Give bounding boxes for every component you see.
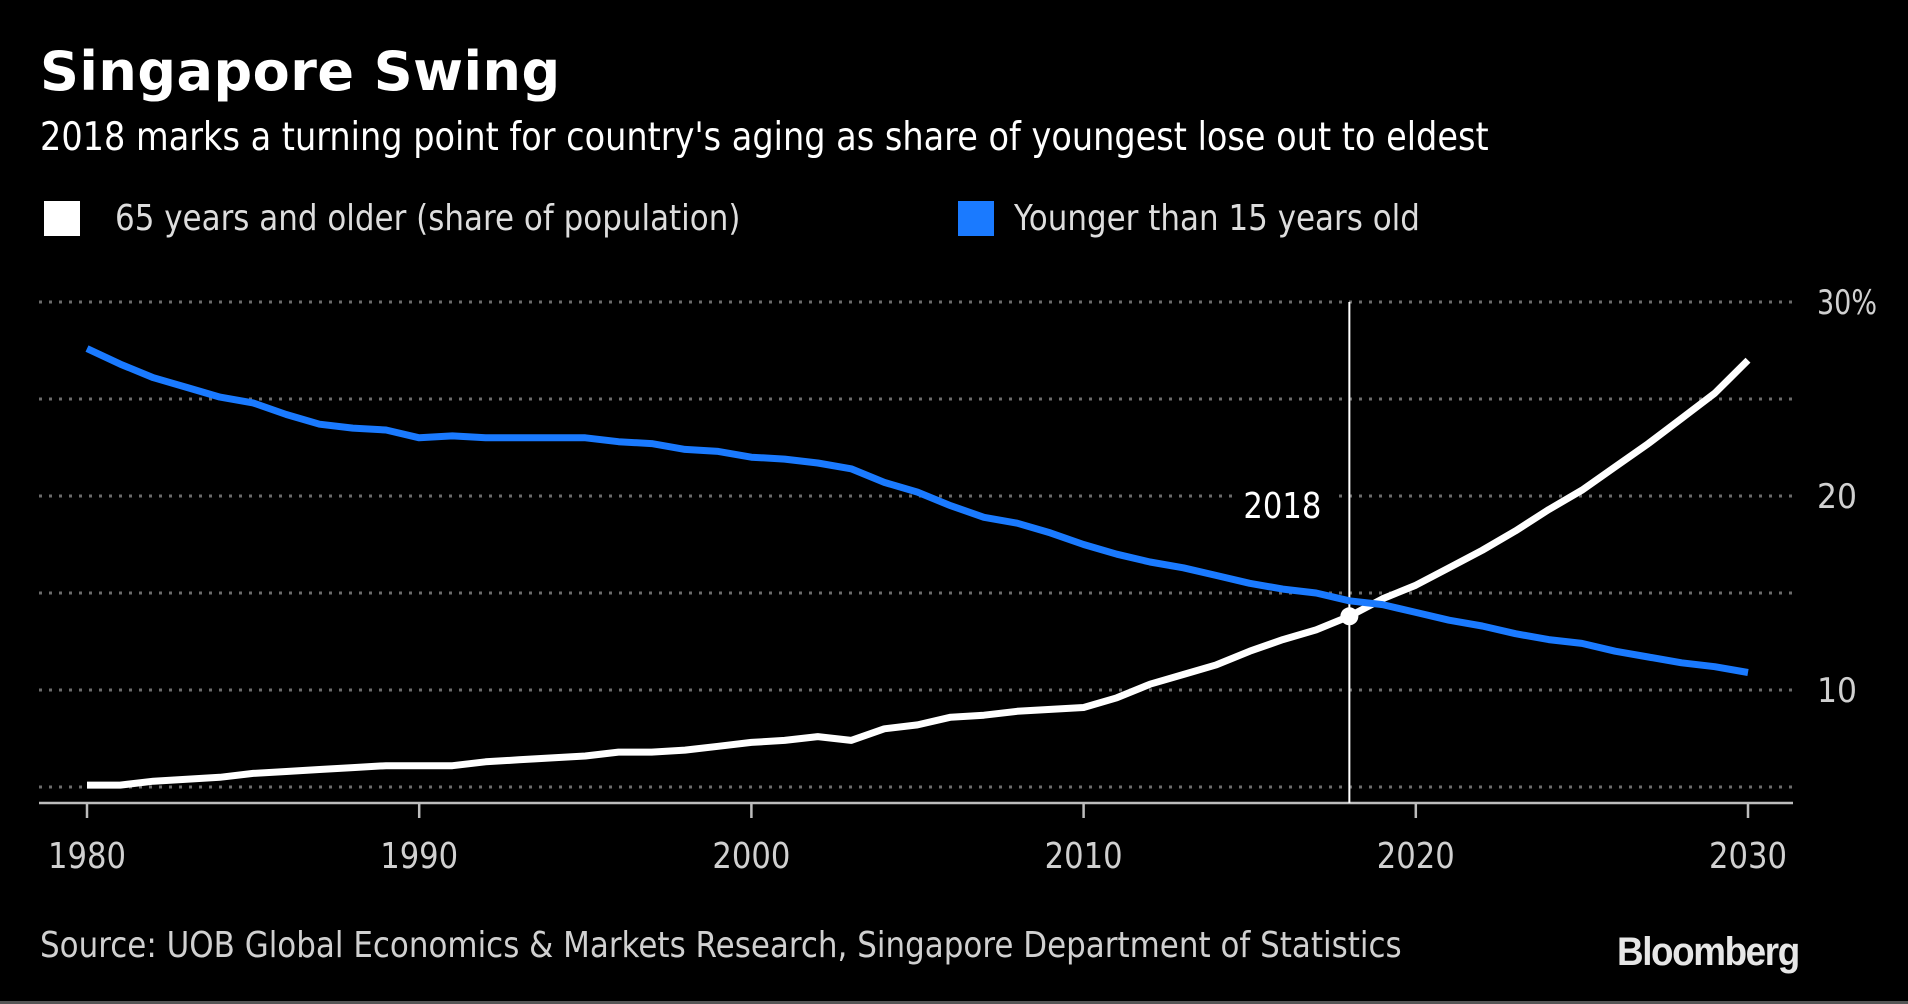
legend-item-under-15: Younger than 15 years old <box>957 197 1486 239</box>
legend-label-under-15: Younger than 15 years old <box>1013 197 1420 239</box>
y-tick-label-30: 30% <box>1817 283 1877 323</box>
annotation-marker <box>1340 607 1359 626</box>
annotation-marker-dot <box>1340 607 1359 626</box>
x-tick-label-2030: 2030 <box>1709 836 1787 877</box>
series-line-65-plus <box>87 357 1751 789</box>
x-tick-label-1990: 1990 <box>380 836 458 877</box>
annotation-label-bg <box>1237 485 1338 525</box>
legend: 65 years and older (share of population)… <box>44 197 1486 239</box>
y-axis-labels: 30% 20 10 <box>1817 283 1877 711</box>
legend-item-65-plus: 65 years and older (share of population) <box>44 198 842 239</box>
source-note: Source: UOB Global Economics & Markets R… <box>40 925 1402 966</box>
y-tick-label-10: 10 <box>1817 671 1857 711</box>
legend-label-65-plus: 65 years and older (share of population) <box>115 197 741 239</box>
bloomberg-logo: Bloomberg <box>1617 930 1800 974</box>
series-lines <box>85 345 1751 789</box>
x-axis: 1980 1990 2000 2010 2020 2030 <box>39 801 1793 877</box>
bottom-border <box>0 1001 1908 1004</box>
x-tick-label-2010: 2010 <box>1045 836 1123 877</box>
gridlines <box>39 300 1793 789</box>
y-tick-label-20: 20 <box>1817 477 1857 517</box>
chart-title: Singapore Swing <box>40 40 561 103</box>
x-tick-label-2020: 2020 <box>1377 836 1455 877</box>
annotation-label: 2018 <box>1243 486 1321 527</box>
series-line-under-15 <box>85 345 1749 676</box>
chart-subtitle: 2018 marks a turning point for country's… <box>40 115 1489 160</box>
legend-swatch-blue <box>957 200 994 236</box>
legend-swatch-white <box>44 200 80 236</box>
x-tick-label-2000: 2000 <box>712 836 790 877</box>
annotation-2018: 2018 <box>1237 302 1351 803</box>
x-tick-label-1980: 1980 <box>48 836 126 877</box>
